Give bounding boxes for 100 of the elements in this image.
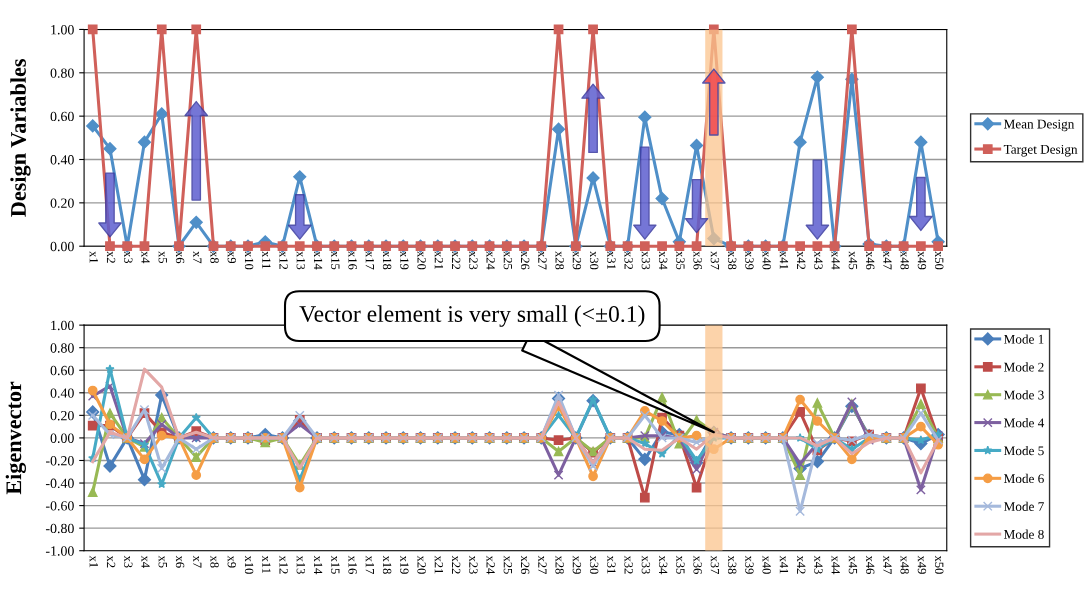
x-tick-label: x23 <box>469 555 478 574</box>
x-tick-label: x28 <box>555 555 564 574</box>
x-tick-label: x20 <box>417 555 426 574</box>
x-tick-label: x23 <box>469 251 478 270</box>
x-tick-label: x5 <box>158 251 167 264</box>
x-tick-label: x36 <box>693 251 702 270</box>
x-tick-label: x4 <box>141 555 150 568</box>
y-tick-label: 0.20 <box>50 198 74 208</box>
x-tick-label: x49 <box>917 251 927 270</box>
x-tick-label: x48 <box>900 251 909 270</box>
x-tick-label: x47 <box>883 251 892 270</box>
x-tick-label: x39 <box>745 251 754 270</box>
x-tick-label: x8 <box>210 251 219 264</box>
legend-label: Mode 7 <box>1003 501 1044 511</box>
x-tick-label: x25 <box>503 251 513 270</box>
x-tick-label: x29 <box>572 251 582 270</box>
x-tick-label: x9 <box>227 251 237 264</box>
x-tick-label: x21 <box>434 555 444 574</box>
x-tick-label: x48 <box>900 555 909 574</box>
x-tick-label: x17 <box>365 555 375 574</box>
x-tick-label: x3 <box>124 251 133 264</box>
y-tick-label: -0.40 <box>45 478 74 489</box>
x-tick-label: x34 <box>658 251 668 270</box>
x-tick-label: x26 <box>520 555 530 574</box>
x-tick-label: x6 <box>175 555 185 568</box>
x-tick-label: x14 <box>314 251 323 270</box>
x-tick-label: x41 <box>779 555 789 574</box>
x-tick-label: x41 <box>779 251 789 270</box>
x-tick-label: x43 <box>814 251 823 270</box>
x-tick-label: x1 <box>89 555 98 568</box>
x-tick-label: x25 <box>503 555 513 574</box>
x-tick-label: x9 <box>227 555 237 568</box>
x-tick-label: x14 <box>314 555 323 575</box>
y-tick-label: 1.00 <box>51 25 74 35</box>
y-tick-label: -1.00 <box>45 546 74 556</box>
legend-label: Target Design <box>1003 144 1078 157</box>
x-tick-label: x16 <box>348 251 357 270</box>
x-tick-label: x19 <box>400 555 409 574</box>
x-tick-label: x8 <box>210 555 219 568</box>
x-tick-label: x44 <box>831 555 840 575</box>
x-tick-label: x18 <box>382 251 392 270</box>
y-tick-label: 0.60 <box>50 365 74 376</box>
y-tick-label: 0.00 <box>50 241 74 252</box>
x-tick-label: x49 <box>917 555 927 574</box>
x-tick-label: x43 <box>814 555 823 574</box>
x-tick-label: x2 <box>106 555 116 568</box>
x-tick-label: x46 <box>865 555 875 574</box>
x-tick-label: x31 <box>607 555 616 574</box>
x-tick-label: x50 <box>935 251 944 270</box>
x-tick-label: x46 <box>865 251 875 270</box>
x-tick-label: x3 <box>124 555 133 568</box>
x-tick-label: x5 <box>158 555 167 568</box>
x-tick-label: x7 <box>193 555 202 568</box>
x-tick-label: x42 <box>797 555 806 574</box>
x-tick-label: x10 <box>244 251 254 270</box>
x-tick-label: x6 <box>175 251 185 264</box>
x-tick-label: x4 <box>141 251 150 264</box>
x-tick-label: x7 <box>193 251 202 264</box>
annotation: Vector element is very small (<±0.1) <box>299 305 645 327</box>
x-tick-label: x33 <box>641 555 651 574</box>
x-tick-label: x37 <box>710 555 720 574</box>
x-tick-label: x38 <box>727 555 737 574</box>
x-tick-label: x29 <box>572 555 582 574</box>
x-tick-label: x27 <box>538 251 547 270</box>
x-tick-label: x13 <box>296 251 306 270</box>
legend-label: Mean Design <box>1003 119 1075 132</box>
y-tick-label: 0.20 <box>50 410 74 421</box>
x-tick-label: x18 <box>382 555 392 574</box>
x-tick-label: x21 <box>434 251 444 270</box>
x-tick-label: x2 <box>106 251 116 263</box>
y-tick-label: -0.80 <box>45 523 74 534</box>
y-tick-label: -0.60 <box>45 501 74 511</box>
x-tick-label: x35 <box>676 555 685 574</box>
x-tick-label: x22 <box>452 251 461 270</box>
x-tick-label: x30 <box>589 251 599 270</box>
legend-label: Mode 8 <box>1003 529 1044 539</box>
x-tick-label: x13 <box>296 555 306 574</box>
x-tick-label: x22 <box>452 555 461 574</box>
x-tick-label: x16 <box>348 555 357 574</box>
x-tick-label: x31 <box>607 251 616 270</box>
x-tick-label: x45 <box>848 251 858 270</box>
x-tick-label: x32 <box>624 555 633 574</box>
x-tick-label: x20 <box>417 251 426 270</box>
x-tick-label: x35 <box>676 251 685 270</box>
x-tick-label: x15 <box>331 251 340 270</box>
y-tick-label: 0.40 <box>50 155 74 165</box>
y-axis-title: Eigenvector <box>5 381 26 495</box>
x-tick-label: x39 <box>745 555 754 574</box>
x-tick-label: x50 <box>935 555 944 574</box>
x-tick-label: x19 <box>400 251 409 270</box>
x-tick-label: x11 <box>262 251 271 269</box>
x-tick-label: x15 <box>331 555 340 574</box>
x-tick-label: x47 <box>883 555 892 574</box>
legend-label: Mode 4 <box>1003 418 1045 428</box>
x-tick-label: x28 <box>555 251 564 270</box>
x-tick-label: x27 <box>538 555 547 574</box>
x-tick-label: x17 <box>365 251 375 270</box>
x-tick-label: x42 <box>797 251 806 270</box>
legend-label: Mode 3 <box>1003 390 1044 400</box>
y-tick-label: 1.00 <box>51 320 74 331</box>
